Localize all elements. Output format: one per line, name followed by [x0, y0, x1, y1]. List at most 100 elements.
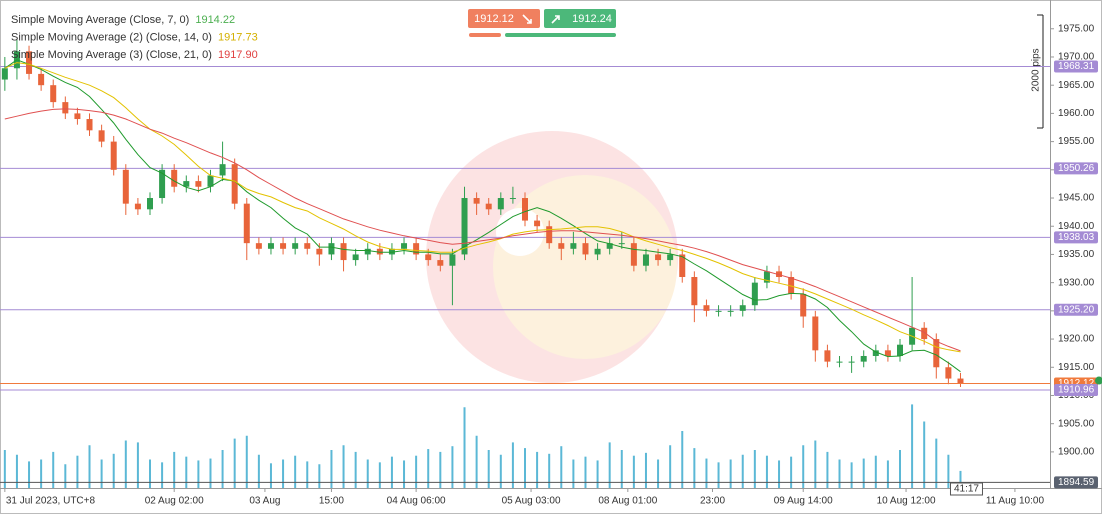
level-label: 1910.96	[1058, 385, 1095, 396]
candle-body	[50, 85, 57, 103]
candle-body	[328, 243, 335, 255]
volume-bar	[427, 449, 430, 488]
candle-body	[558, 243, 565, 249]
level-label-box	[1054, 384, 1098, 397]
candle-body	[159, 169, 166, 199]
volume-bar	[584, 456, 587, 488]
legend-name: Simple Moving Average (2) (Close, 14, 0)	[11, 31, 212, 43]
candle-body	[897, 344, 903, 356]
volume-bar	[366, 459, 369, 488]
level-label: 1968.31	[1058, 61, 1095, 72]
volume-bar	[560, 446, 563, 488]
volume-bar	[826, 451, 829, 488]
volume-bar	[52, 451, 55, 488]
x-tick-label: 31 Jul 2023, UTC+8	[6, 496, 96, 507]
candle-body	[267, 243, 274, 249]
volume-bar	[269, 463, 272, 488]
volume-bar	[717, 462, 720, 488]
volume-bar	[233, 438, 236, 488]
candle-body	[884, 350, 891, 356]
candle-body	[824, 350, 831, 362]
volume-bar	[390, 456, 393, 488]
volume-bar	[947, 454, 950, 488]
volume-bar	[475, 435, 478, 488]
candle-body	[618, 243, 625, 245]
candle-body	[401, 243, 408, 249]
buy-arrow	[551, 15, 560, 24]
sell-price: 1912.12	[474, 13, 514, 25]
volume-bar	[487, 450, 490, 488]
ruler: 2000 pips	[1031, 14, 1044, 129]
candle-body	[522, 198, 528, 221]
y-tick-label: 1935.00	[1058, 249, 1095, 260]
volume-bar	[886, 460, 889, 488]
volume-bar	[729, 459, 732, 488]
candle-body	[352, 254, 359, 261]
x-tick-label: 02 Aug 02:00	[145, 496, 204, 507]
level-label-box	[1054, 231, 1098, 244]
candle-body	[582, 243, 589, 255]
candle-body	[376, 248, 383, 255]
volume-bar	[790, 456, 793, 488]
bottom-level-label: 1894.59	[1058, 477, 1095, 488]
buy-price: 1912.24	[572, 13, 612, 25]
volume-bar	[463, 407, 466, 488]
volume-bar	[693, 448, 696, 488]
volume-bar	[596, 460, 599, 488]
x-tick-label: 08 Aug 01:00	[598, 496, 657, 507]
candle-body	[739, 305, 746, 311]
candle-body	[207, 175, 214, 187]
volume-bar	[64, 464, 67, 488]
sell-button[interactable]	[468, 9, 540, 28]
volume-bar	[838, 459, 841, 488]
volume-bar	[318, 464, 321, 488]
volume-bar	[862, 458, 865, 488]
price-label: 1912.12	[1058, 378, 1095, 389]
candle-body	[812, 316, 819, 351]
sma-line	[4, 62, 961, 353]
sell-arrow	[522, 14, 532, 24]
volume-bar	[548, 453, 551, 488]
candle-body	[497, 198, 504, 210]
x-tick-label: 05 Aug 03:00	[502, 496, 561, 507]
level-label: 1950.26	[1058, 163, 1095, 174]
candle-body	[860, 355, 867, 362]
volume-bar	[330, 450, 333, 488]
candle-body	[413, 243, 420, 255]
volume-bar	[112, 453, 115, 488]
x-tick-label: 23:00	[700, 496, 725, 507]
candle-body	[727, 310, 734, 312]
volume-bar	[100, 459, 103, 488]
volume-bar	[681, 431, 684, 488]
volume-bar	[342, 445, 345, 488]
candle-body	[933, 339, 940, 368]
candle-body	[110, 141, 117, 170]
candle-body	[62, 102, 69, 114]
volume-bar	[524, 448, 526, 488]
volume-bar	[282, 459, 285, 488]
candle-body	[38, 73, 45, 86]
volume-bar	[620, 450, 623, 488]
candle-body	[957, 378, 964, 384]
candle-body	[848, 361, 855, 363]
candle-body	[134, 203, 141, 210]
volume-bar	[197, 460, 200, 488]
volume-bar	[511, 442, 514, 488]
volume-bar	[209, 458, 212, 488]
volume-bar	[536, 451, 539, 488]
candle-body	[836, 361, 843, 363]
candle-body	[437, 260, 444, 266]
legend-name: Simple Moving Average (Close, 7, 0)	[11, 14, 189, 26]
candle-body	[388, 248, 395, 255]
volume-bar	[354, 451, 357, 488]
buy-button[interactable]	[544, 9, 616, 28]
legend-value: 1917.73	[218, 31, 258, 43]
x-tick-label: 03 Aug	[249, 496, 280, 507]
volume-bar	[221, 450, 224, 488]
volume-bar	[88, 445, 91, 488]
candle-body	[292, 243, 299, 249]
y-tick-label: 1970.00	[1058, 52, 1095, 63]
volume-bar	[3, 450, 6, 488]
